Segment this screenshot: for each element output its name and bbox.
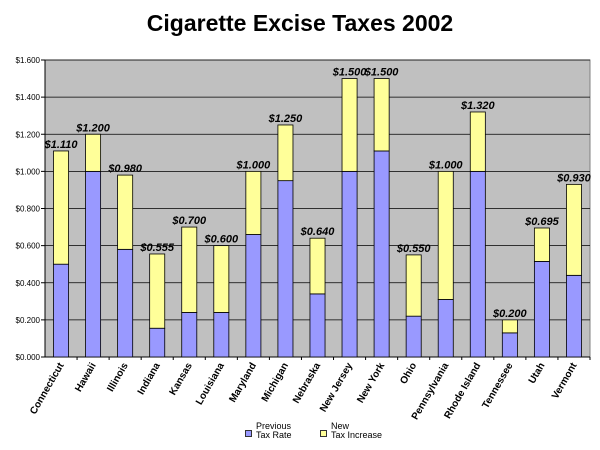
bar-previous <box>373 150 390 358</box>
total-label: $0.930 <box>556 172 592 184</box>
bar-new <box>149 253 166 329</box>
x-tick-label: Tennessee <box>480 361 515 411</box>
bar-new <box>309 237 326 295</box>
total-label: $0.555 <box>139 242 175 254</box>
bar-new <box>501 319 518 334</box>
legend-swatch-previous <box>245 430 252 437</box>
x-tick-label: Indiana <box>136 361 163 397</box>
total-label: $1.250 <box>268 113 304 125</box>
x-tick-label: New York <box>355 361 387 406</box>
x-tick-label: Connecticut <box>28 360 67 416</box>
bar-new <box>245 170 262 235</box>
legend-previous-line2: Tax Rate <box>256 430 292 440</box>
total-label: $0.200 <box>492 308 528 320</box>
legend-label-previous: Previous Tax Rate <box>256 422 316 440</box>
bar-new <box>181 226 198 313</box>
y-tick-label: $0.200 <box>16 316 41 325</box>
bar-previous <box>277 180 294 358</box>
bar-previous <box>213 312 230 358</box>
legend-previous-line1: Previous <box>256 421 292 431</box>
total-label: $0.600 <box>203 234 239 246</box>
total-label: $1.200 <box>75 122 111 134</box>
bar-new <box>533 227 550 262</box>
total-label: $1.000 <box>236 159 272 171</box>
x-tick-label: Ohio <box>398 361 419 386</box>
chart-title: Cigarette Excise Taxes 2002 <box>146 10 454 36</box>
bar-new <box>405 254 422 317</box>
bar-new <box>277 124 294 182</box>
x-tick-label: Nebraska <box>291 361 323 406</box>
legend-new-line2: Tax Increase <box>331 430 383 440</box>
bar-new <box>469 111 486 172</box>
bar-previous <box>469 170 486 358</box>
bar-previous <box>309 293 326 358</box>
y-tick-label: $0.600 <box>16 242 41 251</box>
y-tick-label: $0.800 <box>16 205 41 214</box>
x-tick-label: Hawaii <box>73 361 98 394</box>
total-label: $1.500 <box>364 67 400 79</box>
x-tick-label: Illinois <box>105 361 131 394</box>
bar-new <box>53 150 69 265</box>
legend: Previous Tax Rate New Tax Increase <box>0 422 600 446</box>
y-tick-label: $0.000 <box>16 353 41 362</box>
bar-new <box>341 78 358 172</box>
bar-previous <box>501 332 518 358</box>
total-label: $1.500 <box>332 67 368 79</box>
y-tick-label: $0.400 <box>16 279 41 288</box>
legend-swatch-new <box>320 430 327 437</box>
legend-label-new: New Tax Increase <box>331 422 391 440</box>
bar-previous <box>85 170 102 358</box>
legend-item-previous: Previous Tax Rate <box>245 422 316 440</box>
x-tick-label: Utah <box>527 361 548 386</box>
x-tick-label: Louisiana <box>194 361 227 407</box>
x-tick-label: Michigan <box>260 361 291 404</box>
y-tick-label: $1.000 <box>16 167 41 176</box>
bar-new <box>85 133 102 172</box>
total-label: $0.700 <box>171 215 207 227</box>
bar-new <box>373 78 390 152</box>
bar-new <box>566 183 582 276</box>
bar-previous <box>245 234 262 358</box>
total-label: $1.000 <box>428 159 464 171</box>
bar-new <box>117 174 134 250</box>
bar-previous <box>566 274 582 358</box>
total-label: $1.110 <box>44 139 79 151</box>
bar-new <box>213 245 230 313</box>
x-tick-label: Vermont <box>550 360 580 401</box>
legend-new-line1: New <box>331 421 350 431</box>
x-tick-label: New Jersey <box>318 361 355 415</box>
bar-previous <box>181 312 198 358</box>
legend-item-new: New Tax Increase <box>320 422 391 440</box>
bar-previous <box>53 263 69 358</box>
total-label: $1.320 <box>460 100 496 112</box>
bar-previous <box>533 261 550 358</box>
bar-previous <box>117 248 134 358</box>
total-label: $0.980 <box>107 163 143 175</box>
bar-new <box>437 170 454 300</box>
x-tick-label: Kansas <box>168 361 196 398</box>
y-tick-label: $1.400 <box>16 93 41 102</box>
total-label: $0.550 <box>396 243 432 255</box>
bar-previous <box>405 315 422 358</box>
total-label: $0.640 <box>300 226 336 238</box>
x-tick-label: Maryland <box>228 361 259 405</box>
y-tick-label: $1.600 <box>16 56 41 65</box>
bar-previous <box>341 170 358 358</box>
bar-previous <box>437 299 454 358</box>
plot-area: $0.000 $0.200 $0.400 $0.600 $0.800 $1.000 $1.2… <box>16 56 592 422</box>
y-tick-label: $1.200 <box>16 130 41 139</box>
bar-previous <box>149 327 166 358</box>
total-label: $0.695 <box>524 216 560 228</box>
